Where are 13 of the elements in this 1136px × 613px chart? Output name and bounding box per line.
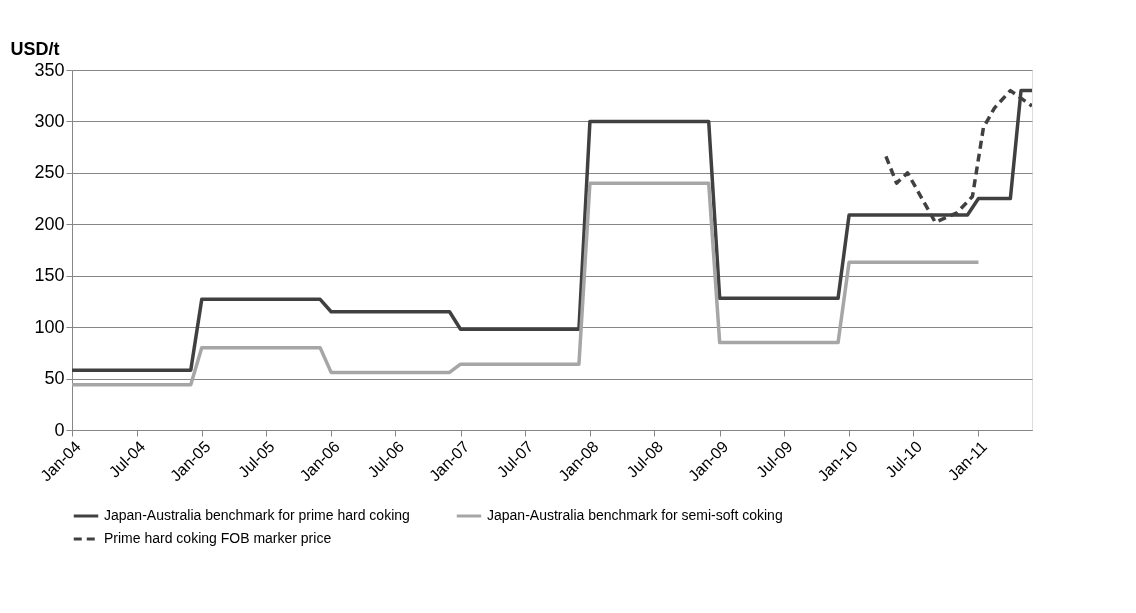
y-tick-label: 300 [34, 110, 65, 131]
line-series [72, 181, 981, 387]
y-tick-label: 50 [44, 368, 65, 389]
legend-label: Prime hard coking FOB marker price [104, 530, 332, 546]
y-tick-label: 200 [34, 213, 65, 234]
y-tick-label: 100 [34, 316, 65, 337]
y-tick-label: 350 [34, 59, 65, 80]
y-tick-label: 150 [34, 265, 65, 286]
y-tick-label: 0 [54, 419, 65, 440]
legend-label: Japan-Australia benchmark for prime hard coking [104, 507, 410, 523]
y-axis-title: USD/t [10, 38, 60, 59]
legend-label: Japan-Australia benchmark for semi-soft coking [487, 507, 783, 523]
y-tick-label: 250 [34, 162, 65, 183]
